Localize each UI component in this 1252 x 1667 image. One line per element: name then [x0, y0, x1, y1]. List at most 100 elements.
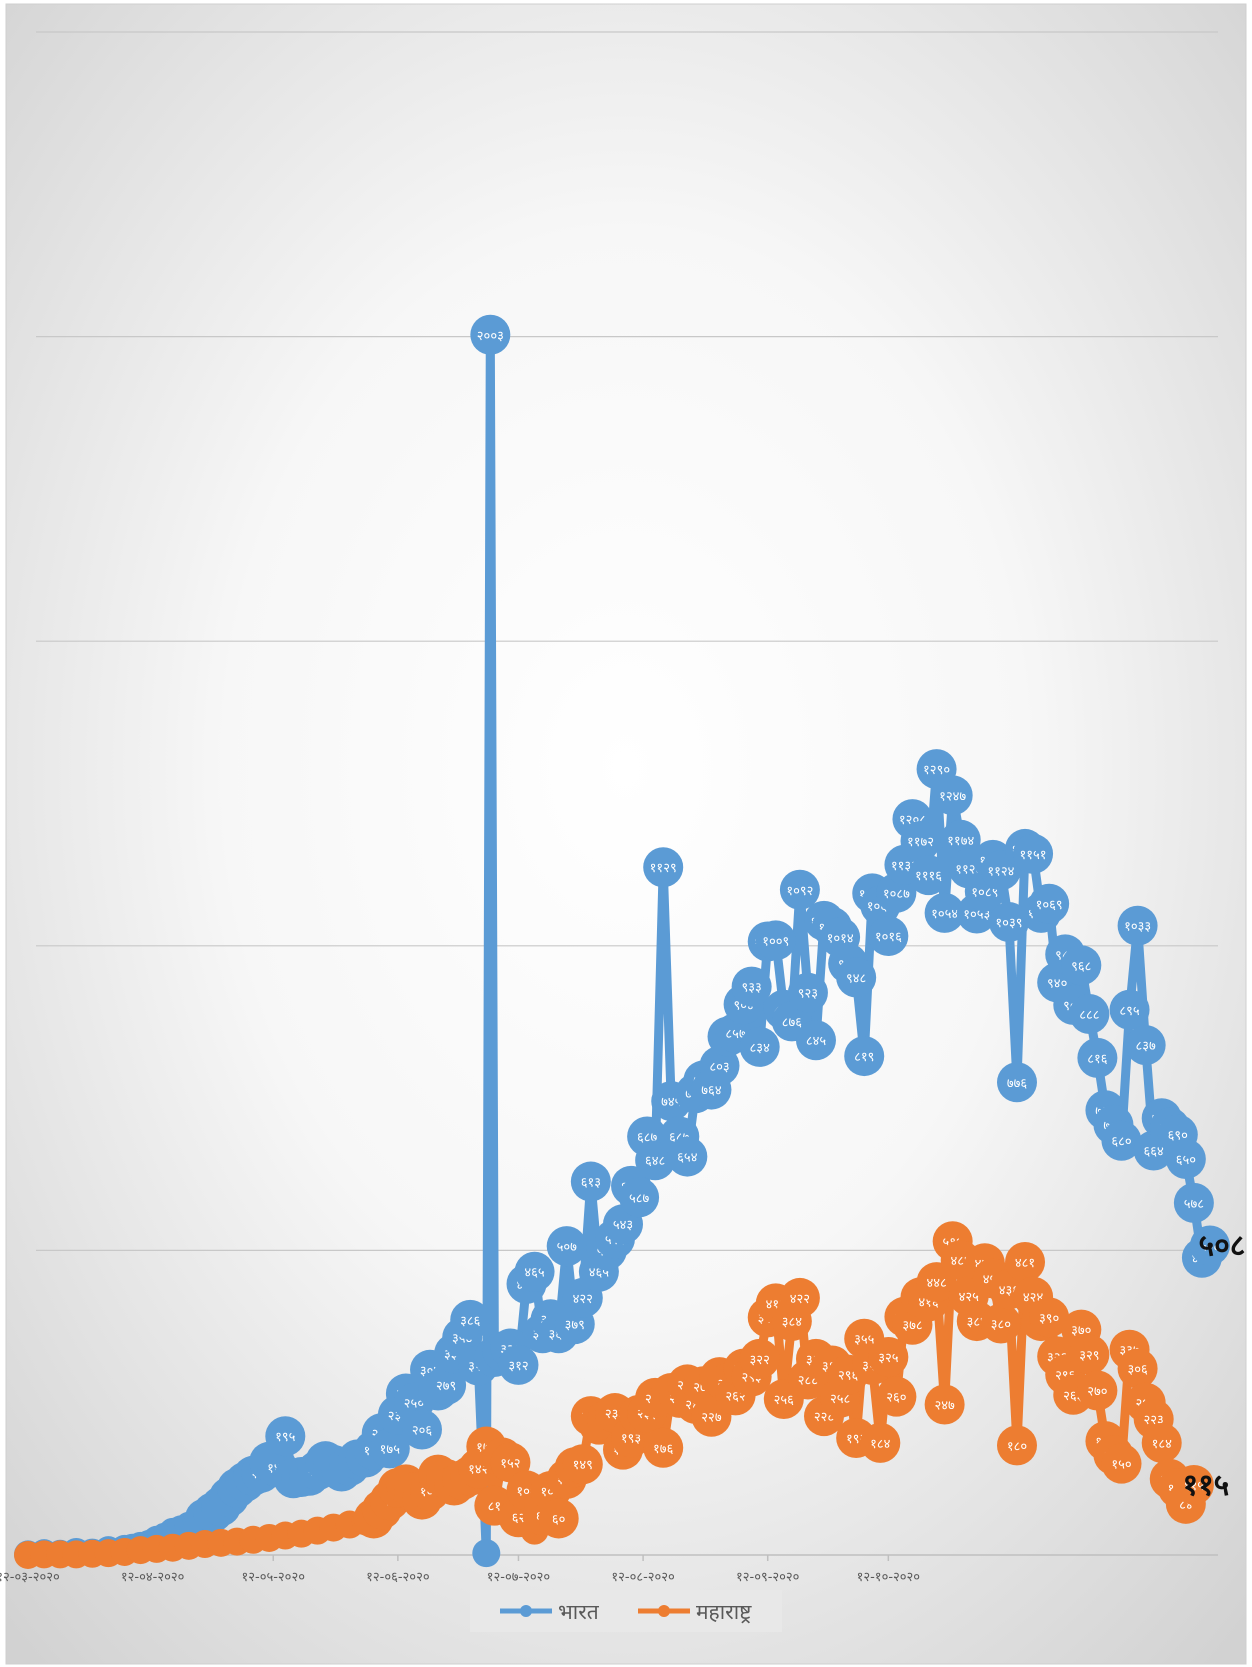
data-label: १०३३: [1124, 920, 1151, 935]
data-point: [472, 1539, 501, 1568]
data-point: [980, 1303, 1021, 1344]
data-label: ६४८: [645, 1154, 666, 1169]
data-point: [924, 1384, 965, 1425]
data-label: ६१३: [581, 1176, 601, 1191]
data-point: [876, 1376, 917, 1417]
data-label: १९३: [621, 1431, 641, 1446]
x-tick-label: १२-१०-२०२०: [857, 1570, 920, 1585]
x-tick-label: १२-०५-२०२०: [242, 1570, 305, 1585]
data-point: [470, 314, 511, 355]
data-label: ८७६: [782, 1015, 803, 1030]
data-point: [1077, 1037, 1118, 1078]
data-point: [1165, 1139, 1206, 1180]
data-point: [868, 916, 909, 957]
data-point: [546, 1226, 587, 1267]
data-label: ३८४: [782, 1315, 803, 1330]
data-point: [787, 972, 828, 1013]
legend-label: महाराष्ट्र: [696, 1600, 752, 1624]
data-point: [779, 1277, 820, 1318]
data-point: [1101, 1443, 1142, 1484]
data-label: ३१२: [508, 1359, 528, 1374]
data-label: ६०: [552, 1512, 566, 1527]
data-label: १८४: [870, 1437, 891, 1452]
data-label: २९६: [838, 1369, 859, 1384]
legend-label: भारत: [558, 1600, 600, 1624]
data-point: [924, 892, 965, 933]
data-label: १७५: [380, 1442, 401, 1457]
data-label: १९५: [275, 1430, 296, 1445]
data-label: ८८८: [1079, 1008, 1100, 1023]
data-point: [1173, 1464, 1214, 1505]
chart-background: [5, 3, 1247, 1665]
data-point: [1029, 1297, 1070, 1338]
data-label: ३२९: [1079, 1349, 1099, 1364]
data-label: ८४५: [806, 1034, 827, 1049]
data-label: २७०: [1087, 1385, 1107, 1400]
data-label: ११७२: [907, 835, 934, 850]
data-point: [731, 966, 772, 1007]
data-label: १५०: [1111, 1458, 1131, 1473]
data-label: ५४३: [613, 1218, 633, 1233]
data-point: [836, 957, 877, 998]
x-tick-label: १२-०६-२०२०: [366, 1570, 429, 1585]
x-axis: १२-०३-२०२० १२-०४-२०२० १२-०५-२०२० १२-०६-२०२०…: [0, 1554, 1218, 1585]
data-point: [860, 1422, 901, 1463]
data-label: ८१६: [1087, 1052, 1108, 1067]
x-tick-label: १२-०८-२०२०: [611, 1570, 674, 1585]
data-label: ६२: [512, 1511, 526, 1526]
data-label: ८१: [488, 1500, 502, 1515]
data-point: [1117, 1348, 1158, 1389]
data-point: [996, 1062, 1037, 1103]
data-label: ७७६: [1007, 1076, 1028, 1091]
data-label: १०५४: [931, 907, 958, 922]
data-label: १०३९: [995, 916, 1022, 931]
data-point: [514, 1251, 555, 1292]
data-label: १५२: [500, 1456, 520, 1471]
x-tick-label: १२-०४-२०२०: [121, 1570, 184, 1585]
data-label: १०६९: [1036, 898, 1063, 913]
data-label: ६६४: [1144, 1144, 1165, 1159]
data-label: १०८९: [971, 886, 998, 901]
data-label: २५८: [830, 1392, 851, 1407]
data-label: ४८१: [1015, 1256, 1035, 1271]
data-point: [498, 1344, 539, 1385]
data-label: १२९०: [923, 763, 950, 778]
data-label: ५०८: [1200, 1240, 1221, 1255]
data-point: [1173, 1182, 1214, 1223]
data-label: २७९: [436, 1379, 456, 1394]
data-label: ८०३: [709, 1060, 729, 1075]
data-label: ३०६: [1127, 1363, 1148, 1378]
data-point: [795, 1020, 836, 1061]
data-label: २००३: [477, 329, 504, 344]
data-point: [739, 1026, 780, 1067]
data-point: [667, 1136, 708, 1177]
data-point: [1077, 1370, 1118, 1411]
data-label: ३७९: [565, 1318, 585, 1333]
data-label: ९६८: [1071, 959, 1092, 974]
data-label: ३७८: [902, 1319, 923, 1334]
data-point: [996, 1425, 1037, 1466]
data-label: ३८०: [991, 1318, 1011, 1333]
data-point: [538, 1498, 579, 1539]
end-labels: ५०८ ११५: [1182, 1229, 1245, 1503]
data-label: ११५१: [1020, 848, 1047, 863]
data-label: ९४०: [1047, 976, 1067, 991]
data-point: [1101, 1120, 1142, 1161]
data-label: १००९: [762, 934, 789, 949]
data-label: ११५: [1184, 1479, 1205, 1494]
data-label: २५०: [404, 1397, 424, 1412]
data-point: [265, 1416, 306, 1457]
data-point: [1109, 989, 1150, 1030]
data-label: ७६४: [701, 1084, 722, 1099]
data-label: ८५७: [725, 1027, 746, 1042]
data-label: ६८०: [1111, 1135, 1131, 1150]
data-label: ९३३: [742, 981, 762, 996]
data-label: ३२२: [750, 1353, 770, 1368]
data-label: ३८६: [460, 1314, 481, 1329]
data-label: ६५४: [677, 1151, 698, 1166]
data-label: ५०७: [557, 1240, 578, 1255]
x-tick-label: १२-०३-२०२०: [0, 1570, 60, 1585]
data-point: [900, 821, 941, 862]
data-label: १०१६: [875, 930, 902, 945]
